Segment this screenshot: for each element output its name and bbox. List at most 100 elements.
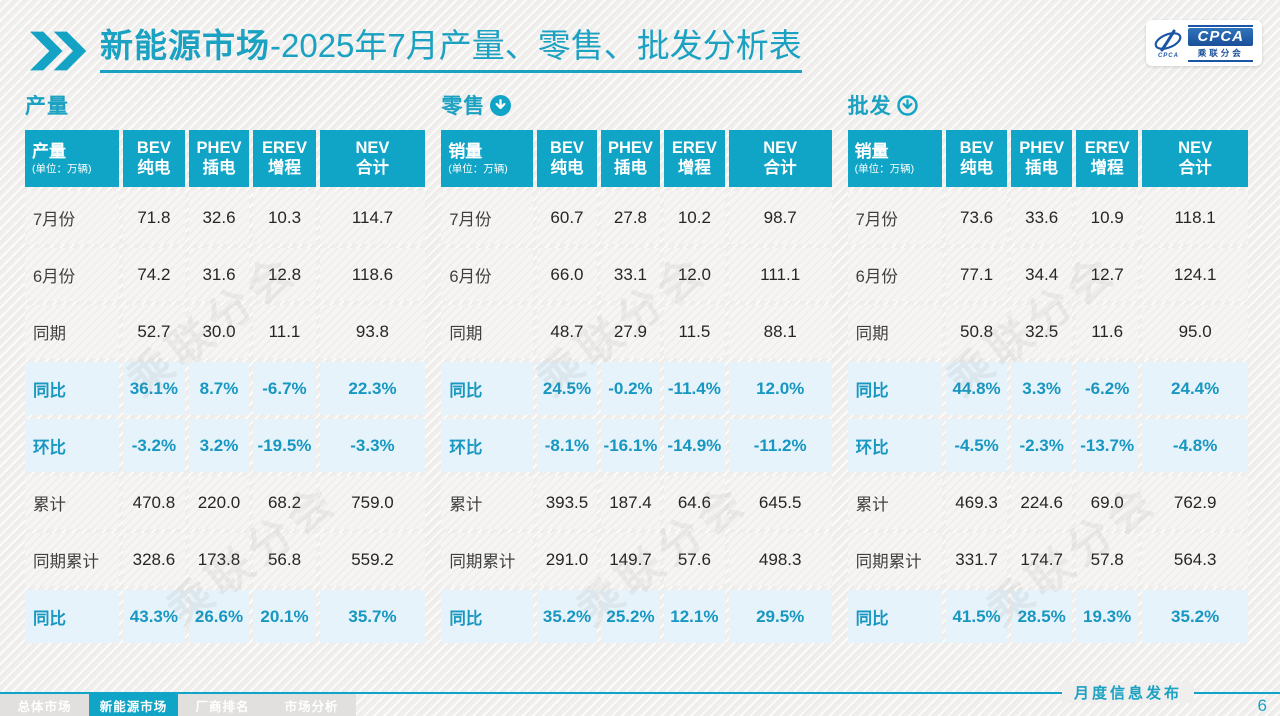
cell-value: 111.1 xyxy=(728,248,832,301)
cell-value: 71.8 xyxy=(123,191,185,244)
footer-label: 月度信息发布 xyxy=(1061,682,1194,703)
col-header-zh: 合计 xyxy=(1178,158,1212,177)
row-label: 累计 xyxy=(25,476,120,529)
col-header-zh: 插电 xyxy=(202,158,236,177)
table-row: 同期 48.7 27.9 11.5 88.1 xyxy=(441,305,832,358)
cell-value: -2.3% xyxy=(1011,419,1073,472)
page-title-rest: -2025年7月产量、零售、批发分析表 xyxy=(270,27,802,64)
cell-value: -3.3% xyxy=(319,419,426,472)
cell-value: 35.7% xyxy=(319,590,426,643)
nav-tab-2[interactable]: 新能源市场 xyxy=(89,694,178,716)
cell-value: -6.2% xyxy=(1076,362,1139,415)
table-row: 6月份 66.0 33.1 12.0 111.1 xyxy=(441,248,832,301)
section-header-production: 产量 xyxy=(25,90,433,120)
row-label: 同比 xyxy=(25,362,120,415)
cell-value: 220.0 xyxy=(188,476,250,529)
cell-value: -19.5% xyxy=(253,419,316,472)
row-label: 6月份 xyxy=(441,248,534,301)
retail-unit-label: (单位：万辆) xyxy=(448,162,508,175)
cell-value: -4.5% xyxy=(945,419,1008,472)
cell-value: 498.3 xyxy=(728,533,832,586)
cell-value: -13.7% xyxy=(1076,419,1139,472)
table-row: 同比 41.5% 28.5% 19.3% 35.2% xyxy=(847,590,1248,643)
table-row: 累计 393.5 187.4 64.6 645.5 xyxy=(441,476,832,529)
wholesale-table: 销量 (单位：万辆) BEV 纯电 PHEV 插电 EREV 增程 NEV 合计 7月份 73.6 33… xyxy=(844,126,1252,647)
cell-value: 24.4% xyxy=(1142,362,1248,415)
nav-tab-3[interactable]: 厂商排名 xyxy=(195,699,250,714)
row-label: 环比 xyxy=(847,419,942,472)
table-row: 同期累计 291.0 149.7 57.6 498.3 xyxy=(441,533,832,586)
cell-value: 12.1% xyxy=(664,590,725,643)
col-header-zh: 纯电 xyxy=(137,158,171,177)
row-label: 环比 xyxy=(25,419,120,472)
cell-value: 10.2 xyxy=(664,191,725,244)
cell-value: 27.8 xyxy=(600,191,661,244)
cell-value: 22.3% xyxy=(319,362,426,415)
cell-value: 11.6 xyxy=(1076,305,1139,358)
production-col-header-erev: EREV 增程 xyxy=(253,130,316,187)
cell-value: 43.3% xyxy=(123,590,185,643)
table-row: 6月份 74.2 31.6 12.8 118.6 xyxy=(25,248,426,301)
cell-value: 35.2% xyxy=(1142,590,1248,643)
cell-value: 12.7 xyxy=(1076,248,1139,301)
cell-value: -11.4% xyxy=(664,362,725,415)
nav-tab-1[interactable]: 总体市场 xyxy=(17,699,72,714)
col-header-zh: 增程 xyxy=(267,158,301,177)
col-header-zh: 增程 xyxy=(1090,158,1124,177)
table-row: 7月份 73.6 33.6 10.9 118.1 xyxy=(848,191,1248,244)
col-header-en: BEV xyxy=(549,138,584,157)
section-title-wholesale: 批发 xyxy=(847,95,892,118)
cell-value: 173.8 xyxy=(188,533,250,586)
col-header-zh: 纯电 xyxy=(960,158,994,177)
cell-value: 645.5 xyxy=(728,476,832,529)
cell-value: 12.0% xyxy=(728,362,832,415)
cell-value: 32.5 xyxy=(1011,305,1073,358)
table-row: 同期 50.8 32.5 11.6 95.0 xyxy=(848,305,1248,358)
cell-value: 36.1% xyxy=(123,362,185,415)
row-label: 同期 xyxy=(25,305,120,358)
col-header-en: NEV xyxy=(763,138,798,157)
row-label: 同比 xyxy=(25,590,120,643)
production-col-header-phev: PHEV 插电 xyxy=(188,130,250,187)
cell-value: 118.1 xyxy=(1142,191,1248,244)
row-label: 同比 xyxy=(847,362,942,415)
wholesale-col-header-phev: PHEV 插电 xyxy=(1011,130,1073,187)
section-header-retail: 零售 xyxy=(441,90,839,120)
row-label: 环比 xyxy=(441,419,534,472)
table-row: 同比 35.2% 25.2% 12.1% 29.5% xyxy=(441,590,832,643)
production-first-col-label: 产量 xyxy=(32,141,66,161)
row-label: 同期累计 xyxy=(441,533,534,586)
col-header-zh: 合计 xyxy=(763,158,797,177)
cell-value: 8.7% xyxy=(188,362,250,415)
table-row: 7月份 71.8 32.6 10.3 114.7 xyxy=(25,191,426,244)
cell-value: 44.8% xyxy=(945,362,1008,415)
cpca-org-name: 乘联分会 xyxy=(1197,48,1244,58)
cell-value: 11.1 xyxy=(253,305,316,358)
table-row: 同期 52.7 30.0 11.1 93.8 xyxy=(25,305,426,358)
row-label: 同比 xyxy=(441,590,534,643)
circle-arrow-down-filled-icon xyxy=(490,94,512,116)
cell-value: 73.6 xyxy=(945,191,1008,244)
col-header-en: EREV xyxy=(1084,138,1130,157)
page-number: 6 xyxy=(1257,696,1267,715)
production-header-label: 产量 (单位：万辆) xyxy=(25,130,120,187)
cell-value: 29.5% xyxy=(728,590,832,643)
cell-value: 95.0 xyxy=(1142,305,1248,358)
cell-value: -6.7% xyxy=(253,362,316,415)
table-row: 同比 36.1% 8.7% -6.7% 22.3% xyxy=(25,362,426,415)
cell-value: 31.6 xyxy=(188,248,250,301)
cell-value: -8.1% xyxy=(537,419,597,472)
nav-tab-4[interactable]: 市场分析 xyxy=(284,699,339,714)
table-row: 累计 469.3 224.6 69.0 762.9 xyxy=(848,476,1248,529)
cell-value: 291.0 xyxy=(537,533,597,586)
production-table: 产量 (单位：万辆) BEV 纯电 PHEV 插电 EREV 增程 NEV 合计 7月份 71.8 32… xyxy=(21,126,429,647)
cell-value: 762.9 xyxy=(1142,476,1248,529)
cell-value: 60.7 xyxy=(537,191,597,244)
cell-value: -4.8% xyxy=(1142,419,1248,472)
cell-value: 10.9 xyxy=(1076,191,1139,244)
table-row: 环比 -3.2% 3.2% -19.5% -3.3% xyxy=(25,419,426,472)
table-row: 累计 470.8 220.0 68.2 759.0 xyxy=(25,476,426,529)
table-panel-retail: 零售 销量 (单位：万辆) BEV 纯电 PHEV 插电 EREV 增程 NEV 合计 7月份 60.7… xyxy=(441,90,839,647)
cpca-logo-text: CPCA 乘联分会 xyxy=(1188,25,1253,62)
